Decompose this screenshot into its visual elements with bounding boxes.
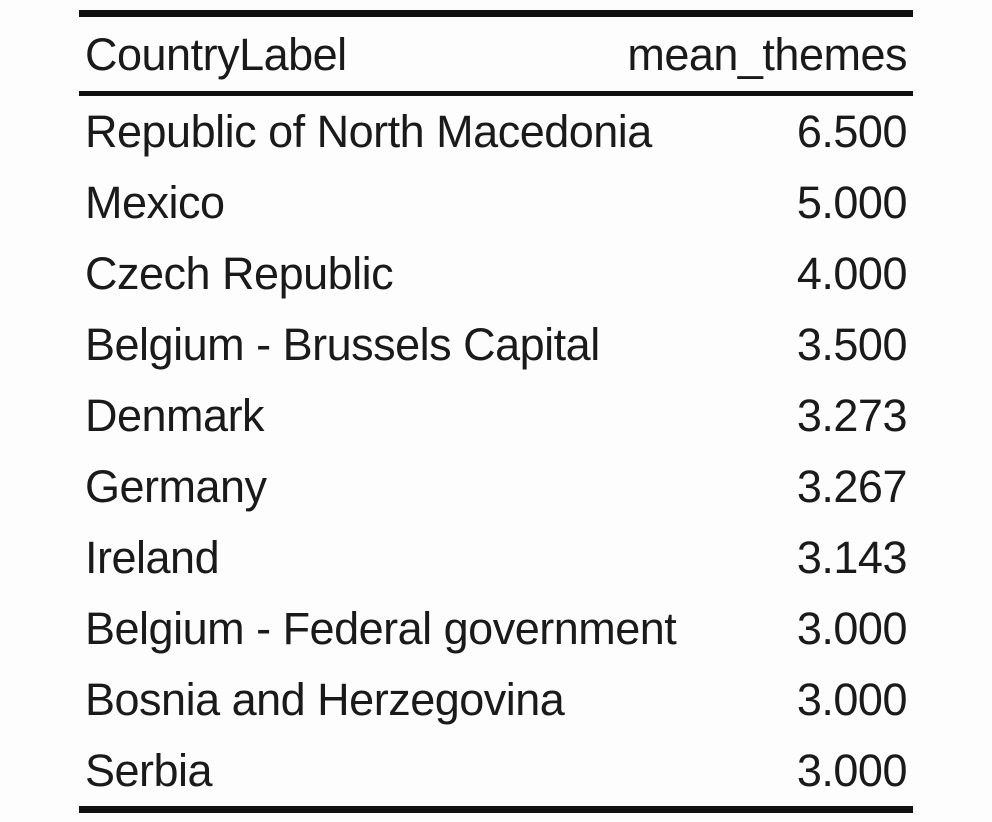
table-row: Republic of North Macedonia 6.500 [79,96,913,167]
table-row: Germany 3.267 [79,451,913,522]
cell-mean-themes: 3.500 [796,319,908,370]
cell-country-label: Belgium - Federal government [85,603,677,654]
data-table: CountryLabel mean_themes Republic of Nor… [79,10,913,813]
table-header-row: CountryLabel mean_themes [79,17,913,91]
cell-mean-themes: 3.000 [796,603,908,654]
table-body: Republic of North Macedonia 6.500 Mexico 5.… [79,96,913,806]
cell-country-label: Mexico [85,177,225,228]
table-row: Serbia 3.000 [79,735,913,806]
table-bottom-rule [79,806,913,813]
cell-mean-themes: 3.000 [796,745,908,796]
table-row: Denmark 3.273 [79,380,913,451]
column-header-country-label: CountryLabel [85,28,347,80]
cell-country-label: Belgium - Brussels Capital [85,319,600,370]
column-header-mean-themes: mean_themes [627,28,907,80]
cell-country-label: Serbia [85,745,213,796]
cell-mean-themes: 3.000 [796,674,908,725]
cell-country-label: Germany [85,461,267,512]
cell-country-label: Republic of North Macedonia [85,106,652,157]
cell-mean-themes: 4.000 [796,248,908,299]
table-row: Belgium - Federal government 3.000 [79,593,913,664]
cell-mean-themes: 3.267 [796,461,908,512]
cell-mean-themes: 3.143 [796,532,908,583]
cell-country-label: Ireland [85,532,220,583]
cell-country-label: Denmark [85,390,265,441]
table-header-rule [79,91,913,96]
table-row: Mexico 5.000 [79,167,913,238]
table-row: Ireland 3.143 [79,522,913,593]
cell-country-label: Czech Republic [85,248,394,299]
table-row: Czech Republic 4.000 [79,238,913,309]
cell-mean-themes: 3.273 [796,390,908,441]
table-top-rule [79,10,913,17]
table-row: Belgium - Brussels Capital 3.500 [79,309,913,380]
cell-country-label: Bosnia and Herzegovina [85,674,565,725]
cell-mean-themes: 5.000 [796,177,908,228]
cell-mean-themes: 6.500 [796,106,908,157]
table-row: Bosnia and Herzegovina 3.000 [79,664,913,735]
